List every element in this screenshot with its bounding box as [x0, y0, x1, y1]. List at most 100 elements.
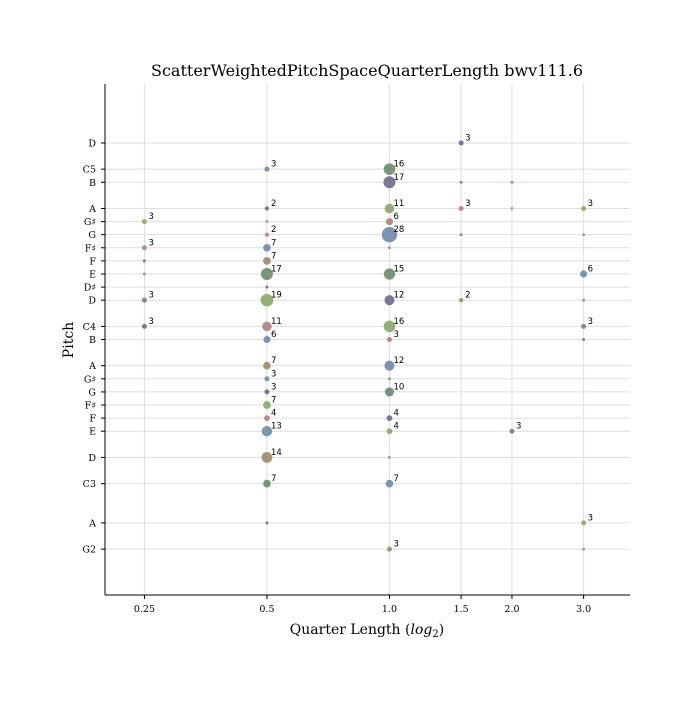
x-axis-label: Quarter Length (log2) [290, 622, 444, 640]
y-axis-label: Pitch [61, 322, 77, 358]
y-tick-label: D [88, 138, 96, 149]
data-point [264, 232, 269, 237]
data-point [458, 140, 464, 146]
x-tick-label: 1.0 [382, 604, 397, 615]
data-point [388, 246, 391, 250]
x-tick-label: 3.0 [576, 604, 591, 615]
data-point [263, 479, 271, 488]
data-label: 10 [393, 382, 404, 392]
data-point [384, 203, 395, 214]
data-point [265, 521, 269, 525]
data-point [263, 257, 271, 265]
data-point [384, 360, 395, 371]
x-axis-label-text: Quarter Length ( [290, 622, 411, 638]
y-tick-label: G [88, 387, 96, 398]
data-label: 7 [271, 356, 276, 366]
data-point [265, 285, 269, 289]
data-label: 6 [588, 264, 593, 274]
data-point [261, 451, 273, 463]
data-point [581, 520, 587, 526]
x-axis-label-sub: 2 [432, 629, 438, 640]
data-label: 7 [393, 474, 398, 484]
y-tick-label: F♯ [85, 243, 96, 254]
data-label: 7 [271, 396, 276, 406]
data-label: 3 [393, 330, 398, 340]
data-point [386, 336, 392, 343]
data-label: 28 [393, 225, 404, 235]
data-point [582, 298, 586, 302]
data-label: 16 [393, 317, 404, 327]
y-tick-label: C3 [83, 479, 96, 490]
data-label: 7 [271, 238, 276, 248]
data-point [264, 389, 270, 395]
data-point [385, 479, 394, 488]
data-label: 16 [393, 160, 404, 170]
y-tick-label: G♯ [84, 374, 96, 385]
data-label: 3 [516, 422, 521, 432]
data-label: 3 [148, 317, 153, 327]
data-points [141, 140, 588, 552]
data-point [459, 298, 464, 303]
data-point [142, 272, 146, 276]
data-point [388, 455, 391, 459]
x-axis-label-math: log [410, 622, 432, 638]
data-label: 2 [271, 199, 276, 209]
y-tick-label: F [89, 414, 96, 425]
data-label: 6 [271, 330, 276, 340]
y-tick-label: C4 [83, 322, 96, 333]
y-tick-label: E [89, 427, 96, 438]
data-point [383, 320, 396, 333]
y-tick-label: C5 [83, 165, 96, 176]
data-point [581, 323, 587, 329]
data-point [261, 425, 273, 437]
data-point [264, 376, 270, 382]
point-labels: 3 3 16 17 2 11 3 3 3 6 2 28 3 7 7 17 15 6 3 19 12 2 3 11 16 3 6 3 7 1… [148, 133, 593, 549]
data-point [384, 387, 395, 397]
data-label: 2 [465, 291, 470, 301]
data-point [385, 218, 394, 226]
data-point [141, 297, 147, 303]
data-point [141, 245, 147, 251]
x-tick-label: 0.25 [134, 604, 155, 615]
data-point [263, 243, 271, 252]
data-label: 17 [271, 264, 282, 274]
data-label: 3 [588, 317, 593, 327]
data-point [581, 205, 587, 211]
y-tick-label: F [89, 256, 96, 267]
data-point [263, 401, 271, 409]
data-point [383, 163, 396, 175]
data-label: 4 [271, 409, 276, 419]
data-point [582, 233, 586, 237]
data-label: 6 [393, 212, 398, 222]
data-point [265, 220, 269, 224]
y-tick-label: D [88, 296, 96, 307]
data-label: 12 [393, 356, 404, 366]
data-label: 3 [393, 540, 398, 550]
data-label: 15 [393, 264, 404, 274]
data-point [386, 415, 393, 422]
data-label: 3 [148, 291, 153, 301]
data-label: 19 [271, 291, 282, 301]
data-label: 3 [465, 133, 470, 143]
x-tick-label: 0.5 [259, 604, 274, 615]
x-axis-label-end: ) [439, 622, 444, 638]
data-point [386, 546, 392, 552]
data-point [582, 338, 586, 341]
data-point [509, 428, 515, 434]
data-label: 2 [271, 225, 276, 235]
y-tick-label: D♯ [84, 283, 96, 294]
y-tick-label: G♯ [84, 217, 96, 228]
y-tick-label: D [88, 453, 96, 464]
data-point [388, 377, 391, 381]
data-label: 3 [588, 513, 593, 523]
y-tick-label: A [88, 204, 96, 215]
y-tick-label: B [89, 178, 96, 189]
data-label: 7 [271, 251, 276, 261]
data-label: 4 [393, 422, 398, 432]
data-label: 3 [271, 382, 276, 392]
data-label: 3 [148, 238, 153, 248]
data-point [458, 205, 464, 211]
data-point [510, 207, 514, 210]
data-point [383, 176, 396, 189]
